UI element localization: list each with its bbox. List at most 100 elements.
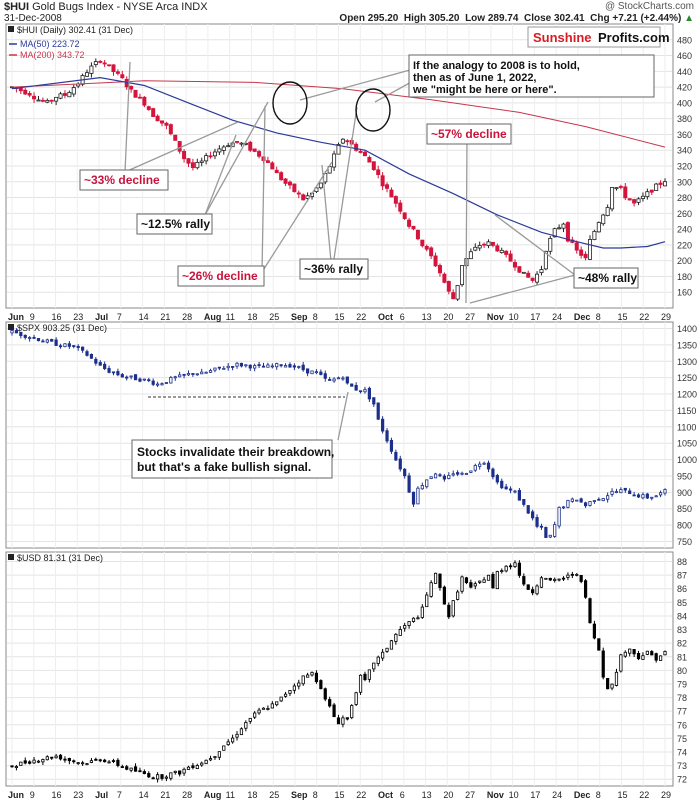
spx-candle — [407, 475, 411, 493]
close-value: Close 302.41 — [523, 13, 585, 24]
usd-candle — [297, 682, 301, 687]
hui-candle — [155, 115, 160, 122]
usd-candle — [41, 759, 45, 763]
hui-y-tick-label: 300 — [677, 177, 692, 187]
hui-candle — [442, 273, 447, 283]
usd-candle — [191, 765, 195, 768]
usd-y-tick-label: 86 — [677, 584, 687, 594]
x-tick-label: 11 — [226, 312, 235, 322]
usd-y-tick-label: 78 — [677, 693, 687, 703]
hui-candle — [120, 74, 125, 79]
open-value: Open 295.20 — [339, 13, 399, 24]
spx-y-tick-label: 1250 — [677, 373, 697, 383]
usd-candle — [226, 741, 230, 746]
spx-y-tick-label: 1000 — [677, 455, 697, 465]
usd-candle — [58, 754, 63, 760]
x-tick-label: Sep — [291, 312, 308, 322]
hui-candle — [239, 142, 244, 145]
usd-candle — [367, 669, 371, 680]
spx-candle — [80, 346, 85, 351]
usd-candle — [381, 651, 385, 659]
spx-candle — [270, 365, 274, 368]
spx-y-tick-label: 1300 — [677, 357, 697, 367]
spx-candle — [217, 366, 221, 369]
usd-candle — [186, 766, 191, 770]
x-tick-label: 18 — [247, 790, 257, 800]
spx-candle — [420, 485, 424, 490]
spx-candle — [85, 351, 89, 356]
hui-candle — [340, 138, 345, 144]
annotation-rally-36-box — [299, 258, 369, 280]
spx-candle — [486, 462, 491, 470]
spx-candle — [557, 506, 561, 527]
annotation-decline-33-text: ~33% decline — [84, 173, 160, 187]
spx-candle — [323, 373, 327, 379]
spx-candle — [478, 463, 482, 467]
spx-annotation-text: but that's a fake bullish signal. — [137, 460, 311, 474]
spx-candle — [257, 364, 261, 367]
usd-candle — [583, 580, 588, 598]
usd-y-tick-label: 75 — [677, 734, 687, 744]
hui-candle — [168, 124, 173, 135]
spx-candle — [539, 525, 544, 528]
annotation-line — [124, 121, 239, 173]
spx-title-marker-icon — [8, 324, 14, 330]
spx-candle — [164, 382, 169, 384]
spx-candle — [451, 473, 455, 476]
x-tick-label: 29 — [661, 790, 671, 800]
annotation-rally-12-5: ~12.5% rally — [136, 213, 213, 235]
usd-candle — [619, 654, 623, 672]
usd-candle — [279, 696, 283, 702]
x-tick-label: 15 — [335, 790, 345, 800]
x-tick-label: 8 — [313, 790, 318, 800]
usd-candle — [561, 577, 566, 580]
hui-candle — [508, 253, 513, 262]
hui-candle — [235, 141, 240, 143]
spx-candle — [45, 339, 49, 343]
hui-candle — [89, 65, 94, 74]
hui-candle — [45, 100, 50, 103]
spx-candle — [438, 474, 442, 477]
annotation-line — [469, 274, 576, 304]
hui-candle — [407, 219, 412, 227]
usd-candle — [500, 570, 504, 572]
hui-candle — [535, 273, 540, 283]
usd-candle — [89, 760, 94, 763]
x-tick-label: 11 — [226, 790, 235, 800]
x-tick-label: 21 — [160, 790, 170, 800]
usd-candle — [429, 582, 433, 597]
usd-y-tick-label: 81 — [677, 652, 687, 662]
spx-candle — [663, 489, 667, 494]
annotation-decline-26: ~26% decline — [177, 265, 265, 287]
spx-candle — [310, 370, 314, 375]
usd-candle — [283, 693, 288, 697]
usd-candle — [394, 633, 398, 642]
spx-y-tick-label: 1200 — [677, 390, 697, 400]
hui-candle — [574, 242, 579, 251]
usd-candle — [107, 761, 111, 764]
hui-candle — [614, 187, 619, 190]
hui-candle — [521, 271, 526, 274]
spx-candle — [447, 475, 451, 479]
usd-candle — [50, 756, 54, 759]
spx-candle — [566, 500, 570, 508]
spx-candle — [213, 367, 217, 371]
high-value: High 305.20 — [403, 13, 460, 24]
hui-candle — [495, 245, 500, 252]
hui-candle — [71, 87, 76, 95]
spx-candle — [116, 371, 120, 376]
hui-candle — [482, 243, 487, 246]
spx-candle — [195, 373, 199, 376]
hui-y-tick-label: 260 — [677, 209, 692, 219]
usd-candle — [336, 717, 341, 725]
usd-candle — [266, 708, 270, 710]
spx-candle — [319, 371, 323, 375]
hui-candle — [460, 265, 465, 286]
usd-candle — [460, 576, 464, 592]
hui-candle — [137, 96, 142, 99]
usd-candle — [566, 574, 570, 578]
annotation-rally-48-box — [573, 267, 639, 289]
ma200-line — [11, 80, 666, 148]
hui-candle — [424, 246, 429, 250]
